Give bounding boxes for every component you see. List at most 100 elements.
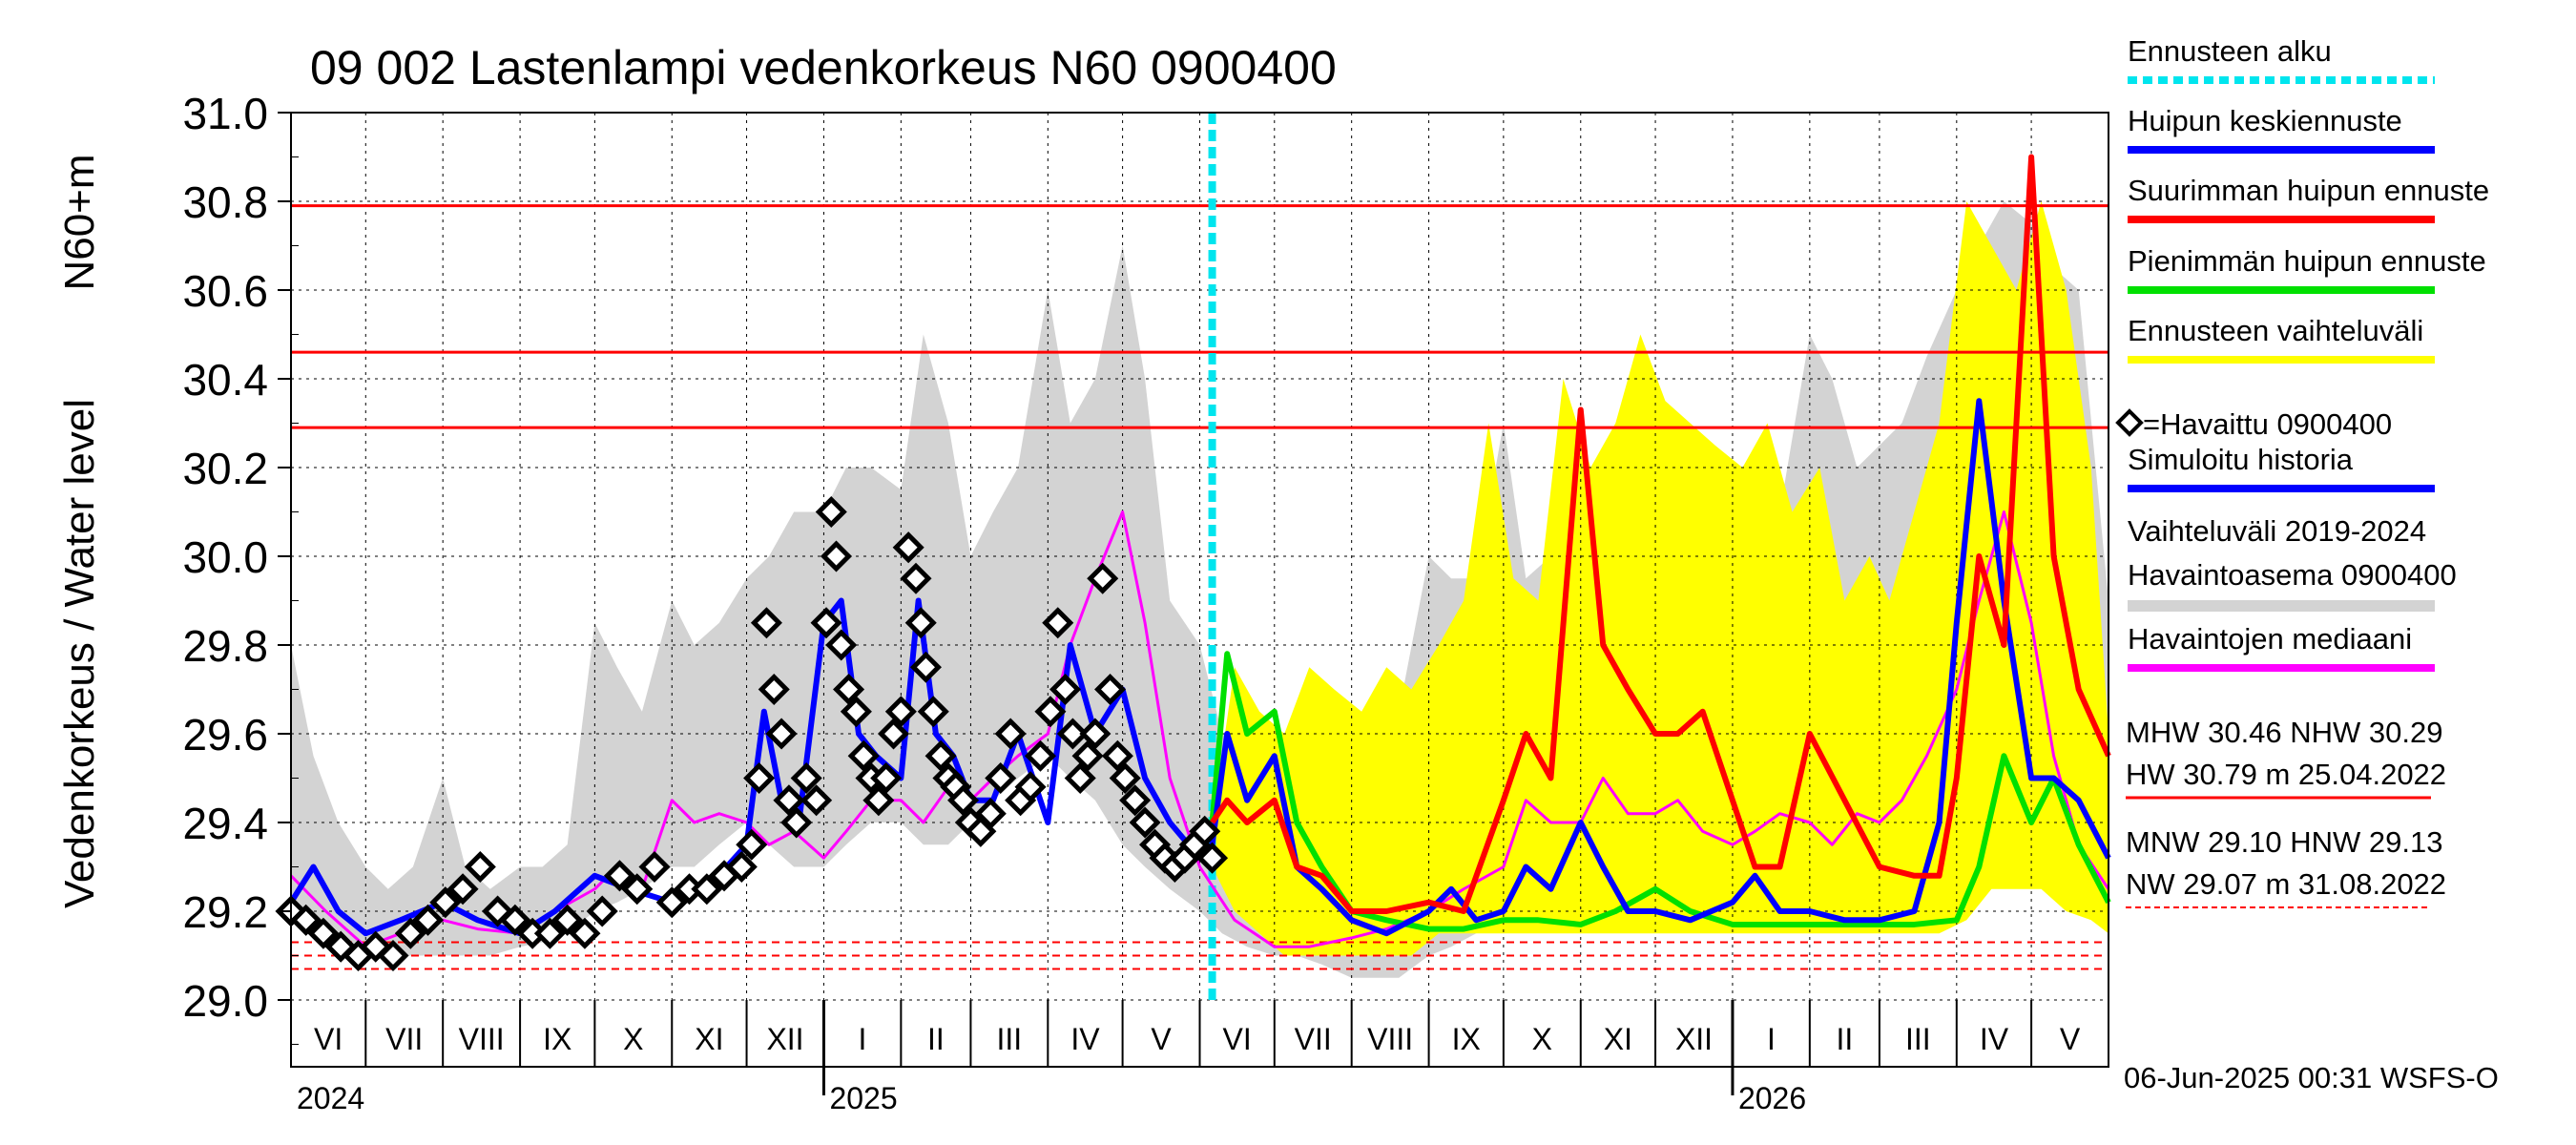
observed-point [464,850,496,884]
observed-point [820,540,853,572]
observed-point [847,739,880,772]
legend: Ennusteen alku Huipun keskiennuste Suurimm… [2115,34,2489,672]
month-label: III [997,1022,1023,1056]
observed-point [790,761,822,795]
month-label: V [1151,1022,1172,1056]
month-label: VI [1223,1022,1252,1056]
observed-point [1189,815,1221,847]
observed-point [1087,562,1119,594]
y-tick-label: 29.6 [182,710,268,760]
series-line-0 [289,510,2110,948]
variation-bands [291,201,2109,978]
observed-point [1196,842,1229,874]
observed-point [377,939,409,972]
y-axis-label: Vedenkorkeus / Water level [56,399,103,908]
month-label: VIII [459,1022,505,1056]
observed-point [736,828,768,861]
month-label: XII [1675,1022,1713,1056]
legend-label: Pienimmän huipun ennuste [2128,244,2486,278]
observed-point [429,886,462,919]
observed-point [533,917,566,949]
observed-point [1079,718,1111,750]
observed-point [780,806,813,839]
month-label: VIII [1367,1022,1413,1056]
observed-point [307,917,340,949]
observed-point [743,761,776,795]
observed-point [947,784,980,817]
observed-point [773,784,805,817]
observed-point [870,761,903,795]
month-label: VI [314,1022,343,1056]
legend-label-line2: Havaintoasema 0900400 [2128,558,2457,592]
legend-marker-observed [2115,408,2144,437]
observed-point [725,850,758,884]
observed-point [815,495,847,529]
observed-point [900,562,932,594]
month-label: IV [1980,1022,2009,1056]
observed-point [1129,806,1161,839]
y-tick-label: 29.0 [182,976,268,1026]
observed-point [800,784,833,817]
legend-label: =Havaittu 0900400 [2143,407,2392,441]
observed-point [917,696,949,728]
month-label: V [2060,1022,2081,1056]
observed-point [877,718,910,750]
month-label: VII [385,1022,423,1056]
observed-point [758,673,790,706]
series-line-4 [1210,154,2111,914]
observed-point [638,850,671,884]
observed-point [447,873,479,906]
y-tick-label: 29.8 [182,621,268,671]
legend-label: Vaihteluväli 2019-2024 [2128,514,2426,548]
observed-point [411,904,445,936]
footer-timestamp: 06-Jun-2025 00:31 WSFS-O [2124,1061,2499,1094]
month-label: VII [1295,1022,1332,1056]
legend-label: Havaintojen mediaani [2128,622,2412,656]
observed-point [691,873,723,906]
series-line-2 [1209,651,2111,932]
band-1 [1212,201,2109,956]
observed-point [1101,739,1133,772]
y-tick-label: 30.8 [182,177,268,227]
observed-point [909,651,942,683]
legend-label: Simuloitu historia [2128,443,2354,476]
month-label: IX [1452,1022,1481,1056]
y-tick-label: 30.4 [182,355,268,405]
y-tick-label: 30.2 [182,444,268,493]
reference-lines [291,204,2109,970]
observed-point [985,761,1017,795]
y-tick-label: 29.4 [182,799,268,848]
observed-point [290,904,322,936]
observed-point [833,673,865,706]
y-axis-unit-label: N60+m [56,154,103,290]
month-label: II [1836,1022,1853,1056]
observed-point [884,696,917,728]
series-line-1 [288,597,1213,937]
observed-point [840,696,872,728]
year-label: 2024 [297,1081,364,1115]
observed-point [1034,696,1067,728]
month-label: III [1905,1022,1931,1056]
observed-point [904,607,937,639]
month-label: X [623,1022,643,1056]
observed-point [1064,761,1096,795]
observed-point [810,607,842,639]
month-label: IV [1070,1022,1100,1056]
observed-point [1042,607,1074,639]
observed-point [499,904,531,936]
observed-point [586,895,618,927]
observed-point [1071,739,1104,772]
observed-point [1094,673,1127,706]
observed-point [655,886,688,919]
month-label: X [1532,1022,1552,1056]
observed-markers [275,495,1229,972]
legend-label: Huipun keskiennuste [2128,104,2402,137]
stats-line-3: MNW 29.10 HNW 29.13 [2126,825,2443,859]
month-label: XI [1604,1022,1632,1056]
observed-point [394,917,426,949]
y-tick-label: 30.0 [182,532,268,582]
month-label: XII [766,1022,803,1056]
observed-point [765,718,798,750]
month-label: I [1767,1022,1776,1056]
observed-point [750,607,782,639]
